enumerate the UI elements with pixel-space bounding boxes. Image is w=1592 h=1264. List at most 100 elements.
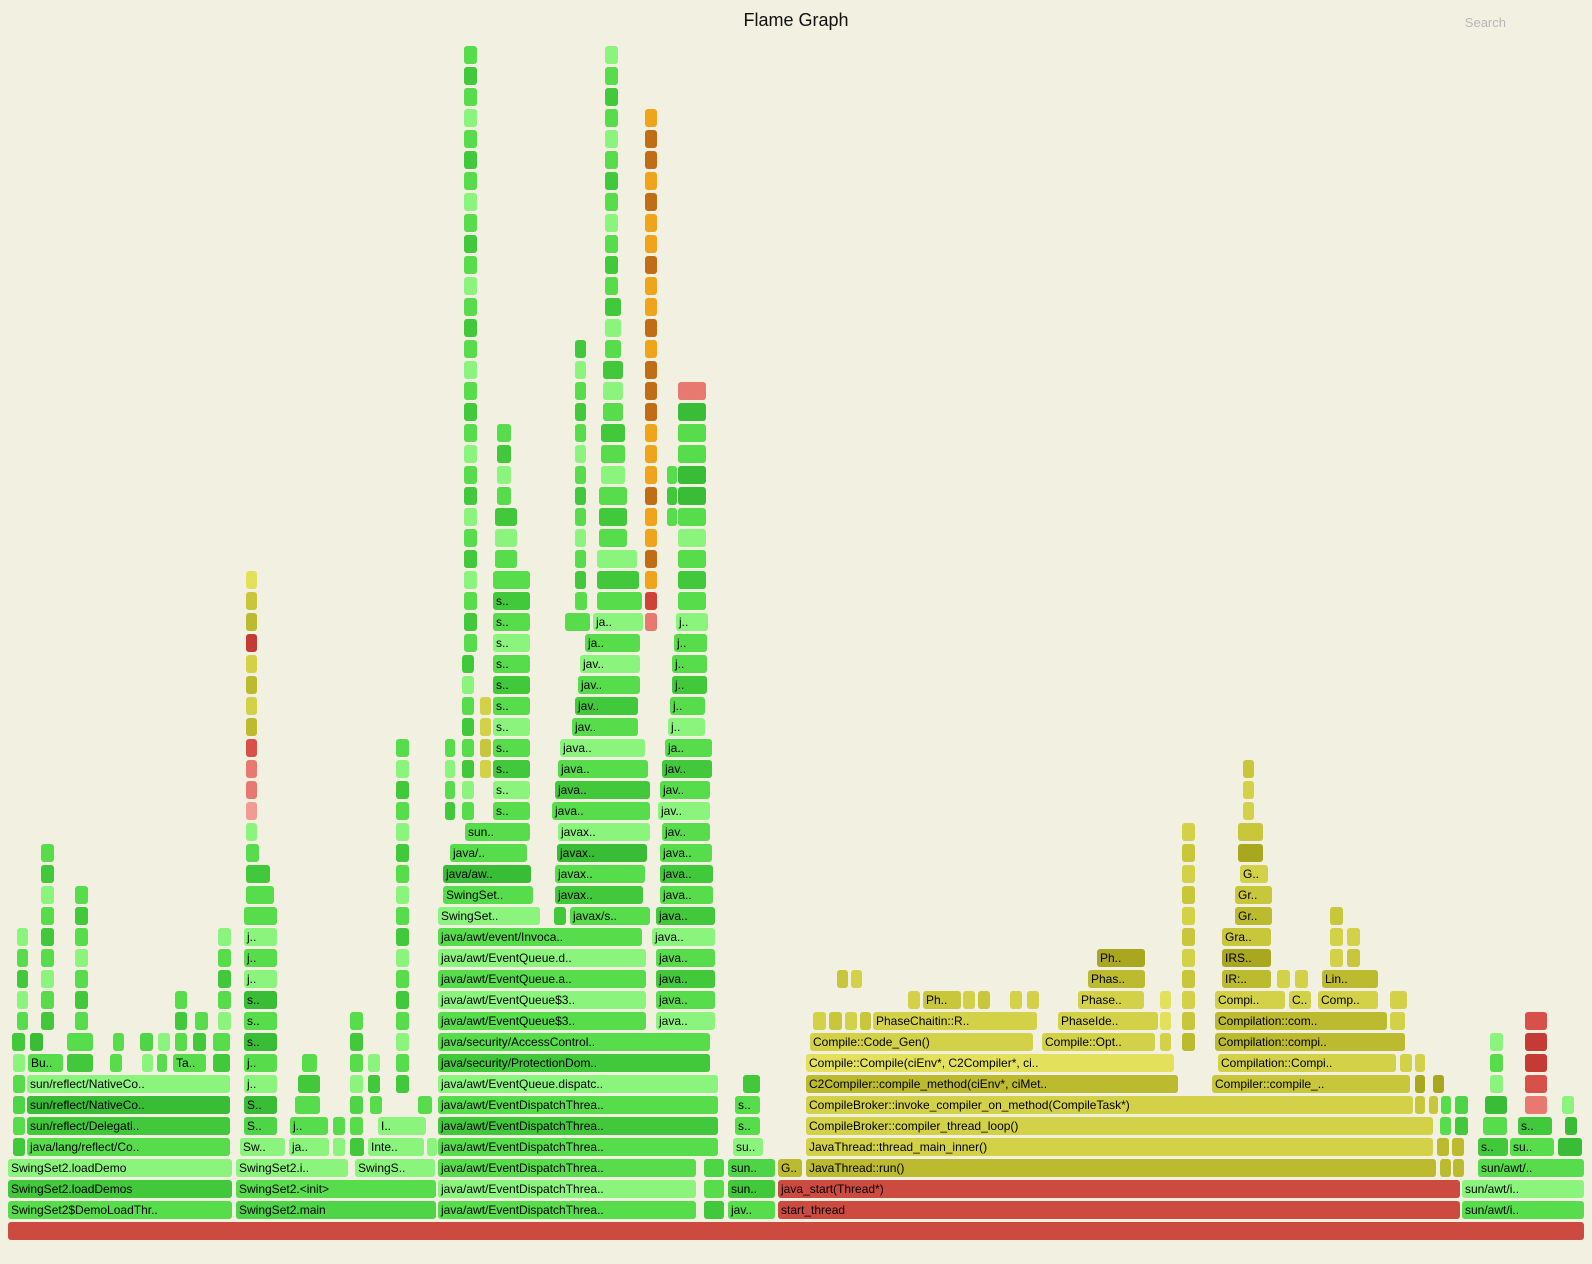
flame-frame[interactable]: SwingSet2$DemoLoadThr.. <box>8 1201 232 1219</box>
flame-frame[interactable]: j.. <box>676 613 708 631</box>
flame-frame[interactable] <box>1182 970 1195 988</box>
flame-frame[interactable] <box>575 361 586 379</box>
flame-frame[interactable] <box>1415 1054 1425 1072</box>
flame-frame[interactable]: G.. <box>778 1159 802 1177</box>
flame-frame[interactable]: sun/awt/i.. <box>1462 1201 1584 1219</box>
flame-frame[interactable] <box>1182 907 1195 925</box>
flame-frame[interactable] <box>603 403 623 421</box>
flame-frame[interactable] <box>333 1117 345 1135</box>
flame-frame[interactable]: sun.. <box>465 823 530 841</box>
flame-frame[interactable]: Compi.. <box>1215 991 1285 1009</box>
flame-frame[interactable]: CompileBroker::compiler_thread_loop() <box>806 1117 1433 1135</box>
flame-frame[interactable] <box>1415 1075 1425 1093</box>
flame-frame[interactable]: java/aw.. <box>443 865 531 883</box>
flame-frame[interactable]: java_start(Thread*) <box>778 1180 1460 1198</box>
flame-frame[interactable] <box>1182 1033 1195 1051</box>
flame-frame[interactable] <box>41 907 54 925</box>
flame-frame[interactable]: java/.. <box>450 844 527 862</box>
flame-frame[interactable]: java/awt/EventDispatchThrea.. <box>438 1117 718 1135</box>
flame-frame[interactable] <box>605 235 618 253</box>
flame-frame[interactable] <box>605 340 621 358</box>
flame-frame[interactable] <box>218 1012 231 1030</box>
flame-frame[interactable] <box>495 550 517 568</box>
flame-frame[interactable] <box>350 1075 363 1093</box>
flame-frame[interactable] <box>645 613 657 631</box>
flame-frame[interactable] <box>350 1138 364 1156</box>
flame-frame[interactable] <box>246 676 257 694</box>
flame-frame[interactable]: jav.. <box>658 802 710 820</box>
flame-frame[interactable]: j.. <box>244 1054 277 1072</box>
flame-frame[interactable] <box>678 466 706 484</box>
flame-frame[interactable] <box>350 1054 363 1072</box>
flame-frame[interactable] <box>175 991 187 1009</box>
flame-frame[interactable] <box>605 130 618 148</box>
flame-frame[interactable] <box>497 445 511 463</box>
flame-frame[interactable]: java/lang/reflect/Co.. <box>27 1138 230 1156</box>
flame-frame[interactable]: sun.. <box>728 1180 775 1198</box>
flame-frame[interactable] <box>1565 1117 1577 1135</box>
flame-frame[interactable]: s.. <box>493 802 530 820</box>
flame-frame[interactable] <box>396 970 409 988</box>
flame-frame[interactable] <box>246 655 257 673</box>
flame-frame[interactable] <box>1455 1117 1468 1135</box>
flame-frame[interactable]: javax.. <box>555 865 645 883</box>
flame-frame[interactable]: Comp.. <box>1318 991 1378 1009</box>
flame-frame[interactable] <box>246 571 257 589</box>
flame-frame[interactable] <box>678 487 706 505</box>
flame-frame[interactable] <box>295 1096 320 1114</box>
flame-frame[interactable] <box>464 88 477 106</box>
flame-frame[interactable] <box>218 928 231 946</box>
flame-frame[interactable] <box>246 613 257 631</box>
flame-frame[interactable]: s.. <box>735 1096 760 1114</box>
flame-frame[interactable] <box>246 781 257 799</box>
flame-frame[interactable] <box>678 592 706 610</box>
flame-frame[interactable]: java/security/ProtectionDom.. <box>438 1054 710 1072</box>
flame-frame[interactable] <box>704 1180 724 1198</box>
flame-frame[interactable] <box>554 907 566 925</box>
flame-frame[interactable] <box>462 781 474 799</box>
flame-frame[interactable]: java/awt/event/Invoca.. <box>438 928 642 946</box>
flame-frame[interactable] <box>1429 1096 1438 1114</box>
flame-frame[interactable] <box>464 445 477 463</box>
flame-frame[interactable] <box>495 508 517 526</box>
flame-frame[interactable]: SwingSet.. <box>438 907 540 925</box>
flame-frame[interactable] <box>464 46 477 64</box>
flame-frame[interactable] <box>464 109 477 127</box>
flame-frame[interactable]: s.. <box>244 1012 277 1030</box>
flame-frame[interactable]: java/awt/EventQueue.d.. <box>438 949 646 967</box>
flame-frame[interactable]: jav.. <box>728 1201 775 1219</box>
flame-frame[interactable]: java/awt/EventQueue$3.. <box>438 991 646 1009</box>
flame-frame[interactable]: jav.. <box>660 781 710 799</box>
flame-frame[interactable] <box>396 949 409 967</box>
flame-frame[interactable] <box>1182 1012 1195 1030</box>
flame-frame[interactable] <box>963 991 975 1009</box>
flame-frame[interactable] <box>743 1075 760 1093</box>
flame-frame[interactable]: j.. <box>670 697 705 715</box>
flame-frame[interactable] <box>1243 760 1254 778</box>
flame-frame[interactable] <box>464 319 477 337</box>
flame-frame[interactable] <box>396 1033 409 1051</box>
flame-frame[interactable] <box>396 781 409 799</box>
flame-frame[interactable] <box>678 550 706 568</box>
flame-frame[interactable] <box>17 928 28 946</box>
flame-frame[interactable]: java/awt/EventQueue.dispatc.. <box>438 1075 718 1093</box>
flame-frame[interactable]: s.. <box>1478 1138 1508 1156</box>
flame-frame[interactable] <box>1390 1033 1405 1051</box>
flame-frame[interactable] <box>462 718 474 736</box>
flame-frame[interactable] <box>75 928 88 946</box>
flame-frame[interactable]: j.. <box>668 718 705 736</box>
flame-frame[interactable] <box>667 466 677 484</box>
flame-frame[interactable]: Compilation::Compi.. <box>1218 1054 1396 1072</box>
flame-frame[interactable]: C.. <box>1289 991 1311 1009</box>
flame-frame[interactable] <box>497 466 511 484</box>
flame-frame[interactable] <box>575 529 586 547</box>
flame-frame[interactable] <box>464 466 477 484</box>
flame-frame[interactable]: PhaseIde.. <box>1058 1012 1158 1030</box>
flame-frame[interactable] <box>1525 1033 1547 1051</box>
flame-frame[interactable]: s.. <box>244 991 277 1009</box>
flame-frame[interactable]: java/awt/EventDispatchThrea.. <box>438 1096 718 1114</box>
flame-frame[interactable]: j.. <box>244 970 277 988</box>
flame-frame[interactable] <box>575 466 586 484</box>
flame-frame[interactable]: s.. <box>244 1033 277 1051</box>
flame-frame[interactable]: IR:.. <box>1222 970 1271 988</box>
